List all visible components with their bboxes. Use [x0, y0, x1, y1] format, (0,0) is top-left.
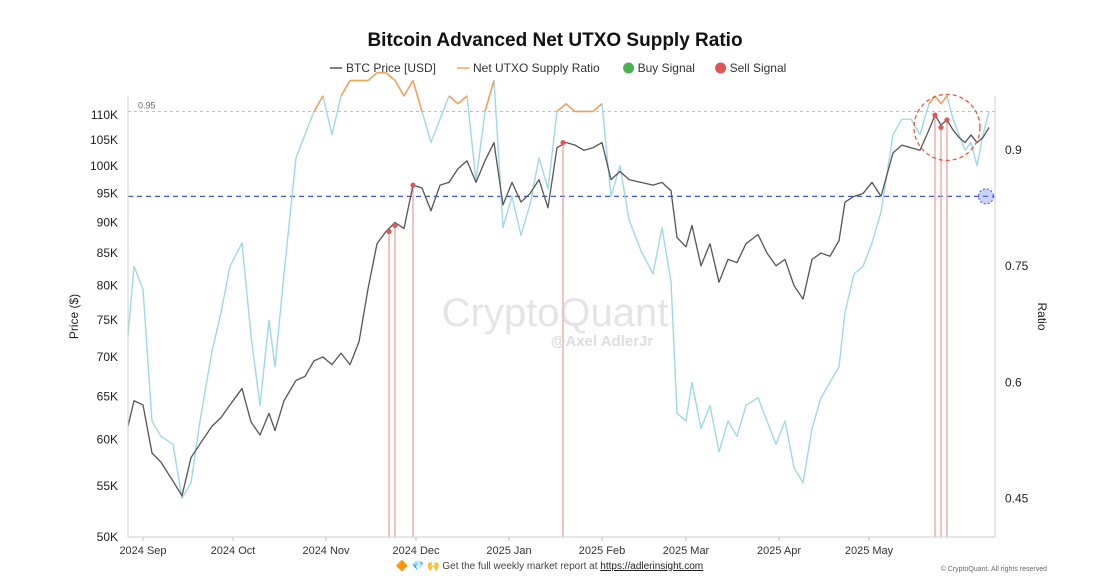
- x-tick-label: 2025 Feb: [579, 545, 625, 557]
- y-left-tick-label: 60K: [97, 432, 118, 446]
- y-left-tick-label: 65K: [97, 390, 118, 404]
- ratio-highlight-segment: [340, 80, 351, 97]
- sell-signal-dot-6: [944, 117, 950, 123]
- ratio-highlight-segment: [484, 80, 495, 112]
- watermark-brand: CryptoQuant: [442, 291, 669, 335]
- y-right-tick-label: 0.45: [1005, 491, 1029, 505]
- ratio-highlight-segment: [313, 95, 324, 112]
- reference-lines: 0.95: [128, 100, 995, 198]
- y-left-tick-label: 100K: [90, 159, 118, 173]
- chart-canvas: Bitcoin Advanced Net UTXO Supply Ratio B…: [67, 30, 1049, 557]
- x-tick-label: 2024 Oct: [211, 545, 256, 557]
- footer-emoji-icons: 🔶 💎 🙌: [395, 561, 440, 572]
- y-left-tick-label: 105K: [90, 133, 118, 147]
- y-right-tick-label: 0.6: [1005, 375, 1022, 389]
- footer-link[interactable]: https://adlerinsight.com: [600, 561, 704, 572]
- footer-text: Get the full weekly market report at: [442, 561, 598, 572]
- watermark: CryptoQuant @Axel AdlerJr: [442, 291, 669, 350]
- ratio-highlight-segment: [457, 95, 468, 105]
- sell-signal-dot-0: [386, 228, 392, 235]
- sell-signal-dot-5: [938, 124, 944, 131]
- y-right-axis-label: Ratio: [1035, 302, 1049, 330]
- legend-item-2[interactable]: Buy Signal: [623, 61, 695, 75]
- x-tick-label: 2025 Mar: [663, 545, 710, 557]
- y-left-tick-label: 80K: [97, 279, 118, 293]
- legend-label-1: Net UTXO Supply Ratio: [473, 61, 600, 75]
- sell-signal-lines: [388, 115, 948, 537]
- x-tick-label: 2024 Nov: [302, 545, 350, 557]
- ratio-highlight-segment: [412, 80, 423, 112]
- ratio-highlight-segment: [940, 95, 948, 105]
- ratio-reference-label: 0.95: [138, 100, 156, 110]
- x-tick-label: 2025 Jan: [486, 545, 531, 557]
- y-left-tick-label: 110K: [91, 108, 118, 122]
- legend-item-3[interactable]: Sell Signal: [715, 61, 786, 75]
- ratio-highlight-segment: [367, 72, 378, 82]
- legend-item-0[interactable]: BTC Price [USD]: [330, 61, 436, 75]
- y-left-axis-label: Price ($): [67, 294, 81, 339]
- legend-label-3: Sell Signal: [730, 61, 787, 75]
- chart-legend: BTC Price [USD] Net UTXO Supply Ratio Buy …: [330, 61, 786, 75]
- y-left-tick-label: 70K: [97, 350, 118, 364]
- copyright-text: © CryptoQuant. All rights reserved: [940, 566, 1047, 573]
- y-left-tick-label: 85K: [97, 246, 118, 260]
- x-tick-label: 2025 May: [845, 545, 894, 557]
- current-price-marker: [978, 188, 994, 205]
- legend-label-0: BTC Price [USD]: [346, 61, 436, 75]
- x-tick-label: 2024 Sep: [119, 545, 166, 557]
- sell-zone-highlight-circle: [913, 93, 981, 162]
- legend-item-1[interactable]: Net UTXO Supply Ratio: [457, 61, 600, 75]
- series-lines: [127, 71, 990, 500]
- y-right-tick-label: 0.75: [1005, 259, 1029, 273]
- y-left-tick-label: 75K: [97, 313, 118, 327]
- y-left-tick-label: 90K: [97, 215, 118, 229]
- ratio-highlight-segment: [592, 103, 603, 113]
- ratio-highlight-segment: [565, 103, 576, 113]
- ratio-highlight-segment: [394, 80, 405, 97]
- ratio-highlight-segment: [385, 72, 396, 82]
- legend-dot-2: [623, 62, 635, 74]
- ratio-highlight-segment: [403, 80, 414, 97]
- signal-markers: [386, 93, 994, 235]
- x-tick-label: 2025 Apr: [757, 545, 801, 557]
- sell-signal-dot-2: [410, 182, 416, 188]
- axes: 50K 55K 60K 65K 70K 75K 80K 85K 90K 95K 100K 105K 11…: [67, 96, 1049, 557]
- y-right-tick-label: 0.9: [1005, 143, 1022, 157]
- y-left-tick-label: 55K: [97, 479, 118, 493]
- x-tick-label: 2024 Dec: [392, 545, 440, 557]
- ratio-highlight-segment: [448, 95, 459, 105]
- legend-label-2: Buy Signal: [638, 61, 695, 75]
- y-left-tick-label: 50K: [97, 530, 118, 544]
- ratio-highlight-segment: [934, 95, 942, 105]
- sell-signal-dot-4: [932, 112, 938, 118]
- btc-price-line: [127, 114, 990, 497]
- sell-signal-dot-1: [392, 222, 398, 229]
- y-left-tick-label: 95K: [97, 187, 118, 201]
- footer-banner: 🔶 💎 🙌 Get the full weekly market report …: [0, 561, 1099, 572]
- ratio-line: [127, 72, 990, 500]
- ratio-highlight-segment: [556, 103, 567, 113]
- chart-title: Bitcoin Advanced Net UTXO Supply Ratio: [367, 30, 742, 51]
- sell-signal-dot-3: [560, 139, 566, 146]
- legend-dot-3: [715, 62, 727, 74]
- watermark-author: @Axel AdlerJr: [551, 333, 654, 350]
